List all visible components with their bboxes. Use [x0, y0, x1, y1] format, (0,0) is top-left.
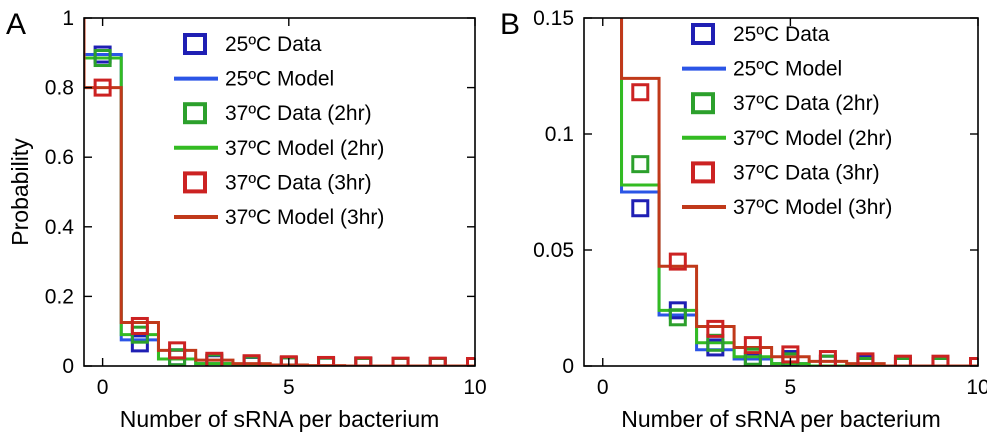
data-point	[743, 347, 762, 366]
data-point	[931, 354, 950, 366]
y-tick-label: 0.05	[533, 239, 574, 262]
data-point	[242, 354, 261, 366]
legend-marker	[691, 23, 715, 45]
legend: 25ºC Data 25ºC Model 37ºC Data (2hr) 37ºC M…	[174, 33, 384, 229]
data-point	[130, 316, 149, 335]
y-axis-label: Probability	[7, 138, 33, 246]
panel-letter: A	[6, 8, 26, 41]
axes-frame	[83, 17, 476, 367]
data-point	[317, 355, 336, 366]
x-axis-label: Number of sRNA per bacterium	[120, 406, 440, 432]
legend-label: 37ºC Model (3hr)	[225, 206, 384, 229]
plot-area	[620, 18, 978, 366]
series-line-5	[84, 18, 475, 366]
data-point	[818, 350, 837, 366]
data-point	[818, 354, 837, 366]
y-tick-label: 0.1	[545, 123, 574, 146]
y-tick-label: 0.8	[45, 77, 74, 100]
plot-area	[84, 18, 475, 366]
legend-marker	[691, 161, 715, 184]
legend-marker	[183, 102, 207, 125]
legend-label: 37ºC Model (2hr)	[225, 137, 384, 160]
legend: 25ºC Data 25ºC Model 37ºC Data (2hr) 37ºC M…	[682, 23, 892, 219]
legend-label: 25ºC Data	[733, 23, 830, 46]
legend-label: 37ºC Data (3hr)	[733, 161, 880, 184]
data-point	[168, 341, 187, 360]
legend-label: 37ºC Data (3hr)	[225, 171, 372, 194]
y-tick-label: 1	[62, 7, 74, 30]
data-point	[279, 355, 298, 366]
legend-label: 37ºC Model (2hr)	[733, 127, 892, 150]
axes-frame	[583, 17, 979, 367]
data-point	[856, 352, 875, 366]
data-point	[893, 357, 912, 366]
legend-label: 25ºC Data	[225, 33, 322, 56]
legend-label: 37ºC Data (2hr)	[225, 102, 372, 125]
data-point	[706, 319, 725, 338]
y-tick-label: 0	[562, 355, 574, 378]
legend-marker	[183, 33, 207, 55]
chart-panel-b: B 0 0.05 0.1 0.15 0 5 10 Number of sRNA per bact…	[500, 7, 987, 432]
x-tick-label: 10	[966, 376, 987, 399]
x-tick-label: 5	[785, 376, 797, 399]
data-point	[205, 351, 224, 366]
legend-label: 37ºC Data (2hr)	[733, 92, 880, 115]
legend-label: 37ºC Model (3hr)	[733, 196, 892, 219]
y-tick-label: 0.2	[45, 285, 74, 308]
legend-marker	[183, 171, 207, 194]
y-tick-label: 0	[62, 355, 74, 378]
data-point	[856, 357, 875, 366]
x-tick-label: 5	[283, 376, 295, 399]
x-tick-label: 10	[463, 376, 486, 399]
legend-label: 25ºC Model	[733, 58, 842, 81]
data-point	[818, 354, 837, 366]
legend-label: 25ºC Model	[225, 68, 334, 91]
data-point	[931, 357, 950, 366]
data-point	[893, 354, 912, 366]
y-tick-label: 0.4	[45, 216, 75, 239]
panel-letter: B	[500, 8, 520, 41]
series-line-5	[620, 18, 978, 366]
data-point	[631, 199, 650, 218]
data-point	[743, 336, 762, 355]
data-point	[631, 83, 650, 102]
x-tick-label: 0	[97, 376, 109, 399]
legend-marker	[691, 92, 715, 115]
data-point	[93, 49, 112, 68]
data-point	[631, 155, 650, 174]
x-tick-label: 0	[597, 376, 609, 399]
y-tick-label: 0.15	[533, 7, 574, 30]
data-point	[668, 308, 687, 327]
data-point	[93, 78, 112, 97]
y-tick-label: 0.6	[45, 146, 74, 169]
data-point	[668, 252, 687, 271]
x-axis-label: Number of sRNA per bacterium	[621, 406, 941, 432]
